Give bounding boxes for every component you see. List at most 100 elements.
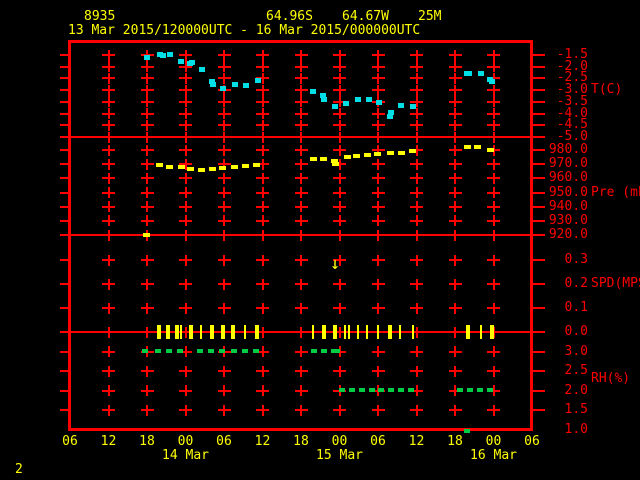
grid-cross <box>410 61 423 73</box>
speed-bar <box>348 325 351 339</box>
temperature-point <box>319 92 326 98</box>
grid-cross <box>140 302 154 314</box>
grid-cross <box>256 365 269 377</box>
rh-point <box>464 428 471 433</box>
grid-cross <box>294 158 308 170</box>
grid-cross <box>333 302 346 314</box>
temperature-point <box>488 78 495 84</box>
grid-cross <box>256 201 269 213</box>
rh-point <box>333 349 340 354</box>
right-axis-tick <box>531 100 545 103</box>
grid-cross <box>371 172 385 184</box>
grid-cross <box>448 229 462 241</box>
grid-cross <box>410 108 423 120</box>
left-axis-tick <box>60 234 71 236</box>
speed-bar <box>412 325 415 339</box>
grid-cross <box>410 326 423 338</box>
grid-cross <box>179 108 192 120</box>
temperature-point <box>398 102 405 108</box>
rh-point <box>358 388 365 393</box>
grid-cross <box>410 144 423 156</box>
grid-cross <box>140 404 154 416</box>
y-tick-label: -5.0 <box>556 129 588 144</box>
y-tick-label: -2.5 <box>556 70 588 86</box>
grid-cross <box>448 278 462 290</box>
temperature-point <box>332 103 338 109</box>
grid-cross <box>102 385 115 397</box>
grid-cross <box>102 404 115 416</box>
grid-cross <box>448 158 462 170</box>
grid-cross <box>179 254 192 266</box>
pressure-point <box>373 152 381 157</box>
pressure-point <box>242 163 250 168</box>
grid-cross <box>217 254 231 266</box>
speed-bar <box>189 325 194 339</box>
grid-cross <box>371 254 385 266</box>
right-axis-tick <box>531 77 545 80</box>
grid-cross <box>179 172 192 184</box>
pressure-point <box>208 167 216 172</box>
grid-cross <box>410 254 423 266</box>
grid-cross <box>102 187 115 198</box>
date-label: 14 Mar <box>162 448 209 463</box>
grid-cross <box>256 144 269 156</box>
rh-point <box>457 388 464 393</box>
grid-cross <box>448 84 462 96</box>
grid-cross <box>256 326 269 338</box>
temperature-point <box>255 77 261 83</box>
grid-cross <box>487 84 500 96</box>
grid-cross <box>179 72 192 84</box>
speed-bar <box>244 325 247 339</box>
grid-cross <box>256 302 269 314</box>
grid-cross <box>371 108 385 120</box>
speed-bar <box>377 325 379 339</box>
grid-cross <box>448 61 462 73</box>
grid-cross <box>102 215 115 227</box>
speed-bar <box>490 325 495 339</box>
speed-bar <box>175 325 180 339</box>
time-range-title: 13 Mar 2015/120000UTC - 16 Mar 2015/0000… <box>68 23 421 38</box>
grid-cross <box>333 404 346 416</box>
right-axis-tick <box>531 350 545 353</box>
grid-cross <box>333 229 346 241</box>
grid-cross <box>294 326 308 338</box>
right-axis-tick <box>531 205 545 208</box>
pressure-point <box>186 167 194 172</box>
grid-cross <box>256 254 269 266</box>
right-axis-tick <box>531 370 545 373</box>
right-axis-tick <box>531 389 545 392</box>
temperature-point <box>156 51 163 57</box>
grid-cross <box>140 144 154 156</box>
left-axis-tick <box>60 163 71 166</box>
grid-cross <box>140 84 154 96</box>
grid-cross <box>217 365 231 377</box>
grid-cross <box>256 172 269 184</box>
grid-cross <box>487 254 500 266</box>
grid-cross <box>410 187 423 198</box>
grid-cross <box>371 119 385 131</box>
rh-point <box>253 349 260 354</box>
pressure-point <box>364 153 372 158</box>
grid-cross <box>217 404 231 416</box>
grid-cross <box>102 144 115 156</box>
grid-cross <box>102 278 115 290</box>
grid-cross <box>217 278 231 290</box>
grid-cross <box>487 229 500 241</box>
grid-cross <box>217 108 231 120</box>
grid-cross <box>140 254 154 266</box>
y-tick-label: 920.0 <box>548 227 588 242</box>
rh-point <box>348 388 355 393</box>
speed-bar <box>344 325 347 339</box>
grid-cross <box>294 254 308 266</box>
right-axis-tick <box>531 149 545 151</box>
grid-cross <box>410 96 423 108</box>
station-elevation: 25M <box>418 9 442 24</box>
y-tick-label: 1.0 <box>564 422 588 437</box>
pressure-point <box>464 144 472 149</box>
grid-cross <box>294 215 308 227</box>
grid-cross <box>217 49 231 61</box>
left-axis-tick <box>60 191 71 194</box>
right-axis-tick <box>531 234 545 236</box>
grid-cross <box>140 215 154 227</box>
grid-cross <box>448 108 462 120</box>
